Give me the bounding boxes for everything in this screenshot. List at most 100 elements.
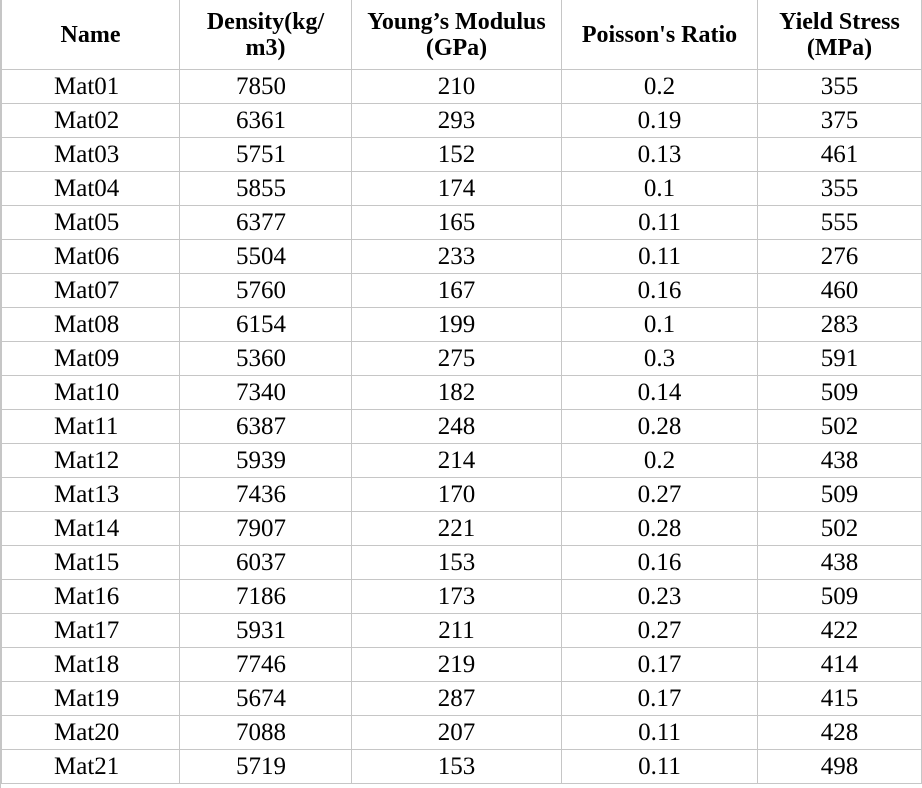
cell-poisson-ratio[interactable]: 0.14 <box>561 375 758 410</box>
cell-young-modulus[interactable]: 210 <box>351 69 562 104</box>
cell-yield-stress[interactable]: 428 <box>757 715 922 750</box>
cell-density[interactable]: 7907 <box>179 511 352 546</box>
cell-yield-stress[interactable]: 555 <box>757 205 922 240</box>
cell-young-modulus[interactable]: 275 <box>351 341 562 376</box>
cell-density[interactable]: 7186 <box>179 579 352 614</box>
cell-poisson-ratio[interactable]: 0.16 <box>561 545 758 580</box>
cell-name[interactable]: Mat10 <box>1 375 180 410</box>
cell-yield-stress[interactable]: 355 <box>757 69 922 104</box>
cell-density[interactable]: 5855 <box>179 171 352 206</box>
cell-yield-stress[interactable]: 498 <box>757 749 922 784</box>
cell-yield-stress[interactable]: 375 <box>757 103 922 138</box>
cell-density[interactable]: 7746 <box>179 647 352 682</box>
header-cell-name[interactable]: Name <box>1 0 180 70</box>
cell-name[interactable]: Mat17 <box>1 613 180 648</box>
cell-poisson-ratio[interactable]: 0.27 <box>561 613 758 648</box>
cell-young-modulus[interactable]: 199 <box>351 307 562 342</box>
cell-name[interactable]: Mat05 <box>1 205 180 240</box>
cell-density[interactable]: 7436 <box>179 477 352 512</box>
cell-name[interactable]: Mat20 <box>1 715 180 750</box>
cell-poisson-ratio[interactable]: 0.11 <box>561 205 758 240</box>
cell-name[interactable]: Mat18 <box>1 647 180 682</box>
cell-yield-stress[interactable]: 509 <box>757 579 922 614</box>
cell-density[interactable]: 7850 <box>179 69 352 104</box>
cell-name[interactable]: Mat13 <box>1 477 180 512</box>
cell-poisson-ratio[interactable]: 0.13 <box>561 137 758 172</box>
cell-density[interactable]: 6361 <box>179 103 352 138</box>
cell-density[interactable]: 7088 <box>179 715 352 750</box>
cell-young-modulus[interactable]: 182 <box>351 375 562 410</box>
cell-yield-stress[interactable]: 283 <box>757 307 922 342</box>
cell-yield-stress[interactable]: 509 <box>757 477 922 512</box>
cell-density[interactable]: 6037 <box>179 545 352 580</box>
cell-young-modulus[interactable]: 211 <box>351 613 562 648</box>
cell-young-modulus[interactable]: 233 <box>351 239 562 274</box>
cell-yield-stress[interactable]: 438 <box>757 545 922 580</box>
cell-poisson-ratio[interactable]: 0.16 <box>561 273 758 308</box>
cell-young-modulus[interactable]: 153 <box>351 749 562 784</box>
cell-young-modulus[interactable]: 152 <box>351 137 562 172</box>
cell-yield-stress[interactable]: 415 <box>757 681 922 716</box>
cell-young-modulus[interactable]: 207 <box>351 715 562 750</box>
cell-name[interactable]: Mat15 <box>1 545 180 580</box>
cell-young-modulus[interactable]: 153 <box>351 545 562 580</box>
cell-poisson-ratio[interactable]: 0.28 <box>561 409 758 444</box>
cell-density[interactable]: 7340 <box>179 375 352 410</box>
cell-name[interactable]: Mat14 <box>1 511 180 546</box>
cell-poisson-ratio[interactable]: 0.19 <box>561 103 758 138</box>
cell-name[interactable]: Mat12 <box>1 443 180 478</box>
cell-poisson-ratio[interactable]: 0.2 <box>561 443 758 478</box>
cell-poisson-ratio[interactable]: 0.17 <box>561 647 758 682</box>
cell-yield-stress[interactable]: 276 <box>757 239 922 274</box>
cell-density[interactable]: 5751 <box>179 137 352 172</box>
header-cell-density[interactable]: Density(kg/m3) <box>179 0 352 70</box>
cell-poisson-ratio[interactable]: 0.27 <box>561 477 758 512</box>
cell-density[interactable]: 5504 <box>179 239 352 274</box>
cell-yield-stress[interactable]: 460 <box>757 273 922 308</box>
cell-yield-stress[interactable]: 502 <box>757 511 922 546</box>
cell-young-modulus[interactable]: 219 <box>351 647 562 682</box>
cell-name[interactable]: Mat21 <box>1 749 180 784</box>
cell-poisson-ratio[interactable]: 0.17 <box>561 681 758 716</box>
cell-density[interactable]: 5939 <box>179 443 352 478</box>
cell-yield-stress[interactable]: 438 <box>757 443 922 478</box>
header-cell-poisson[interactable]: Poisson's Ratio <box>561 0 758 70</box>
cell-poisson-ratio[interactable]: 0.2 <box>561 69 758 104</box>
cell-poisson-ratio[interactable]: 0.1 <box>561 307 758 342</box>
cell-young-modulus[interactable]: 248 <box>351 409 562 444</box>
cell-density[interactable]: 5760 <box>179 273 352 308</box>
cell-density[interactable]: 6387 <box>179 409 352 444</box>
cell-poisson-ratio[interactable]: 0.11 <box>561 749 758 784</box>
cell-young-modulus[interactable]: 214 <box>351 443 562 478</box>
cell-poisson-ratio[interactable]: 0.28 <box>561 511 758 546</box>
cell-young-modulus[interactable]: 165 <box>351 205 562 240</box>
cell-yield-stress[interactable]: 355 <box>757 171 922 206</box>
cell-poisson-ratio[interactable]: 0.1 <box>561 171 758 206</box>
cell-name[interactable]: Mat03 <box>1 137 180 172</box>
cell-young-modulus[interactable]: 221 <box>351 511 562 546</box>
cell-name[interactable]: Mat01 <box>1 69 180 104</box>
cell-name[interactable]: Mat07 <box>1 273 180 308</box>
cell-name[interactable]: Mat09 <box>1 341 180 376</box>
cell-name[interactable]: Mat11 <box>1 409 180 444</box>
cell-density[interactable]: 6377 <box>179 205 352 240</box>
cell-yield-stress[interactable]: 461 <box>757 137 922 172</box>
header-cell-yield[interactable]: Yield Stress (MPa) <box>757 0 922 70</box>
cell-young-modulus[interactable]: 167 <box>351 273 562 308</box>
cell-name[interactable]: Mat04 <box>1 171 180 206</box>
cell-poisson-ratio[interactable]: 0.11 <box>561 715 758 750</box>
cell-young-modulus[interactable]: 287 <box>351 681 562 716</box>
cell-density[interactable]: 5719 <box>179 749 352 784</box>
cell-poisson-ratio[interactable]: 0.3 <box>561 341 758 376</box>
cell-young-modulus[interactable]: 170 <box>351 477 562 512</box>
cell-yield-stress[interactable]: 422 <box>757 613 922 648</box>
cell-yield-stress[interactable]: 509 <box>757 375 922 410</box>
cell-name[interactable]: Mat06 <box>1 239 180 274</box>
cell-name[interactable]: Mat08 <box>1 307 180 342</box>
cell-poisson-ratio[interactable]: 0.23 <box>561 579 758 614</box>
cell-name[interactable]: Mat19 <box>1 681 180 716</box>
cell-poisson-ratio[interactable]: 0.11 <box>561 239 758 274</box>
header-cell-young[interactable]: Young’s Modulus (GPa) <box>351 0 562 70</box>
cell-young-modulus[interactable]: 174 <box>351 171 562 206</box>
cell-name[interactable]: Mat16 <box>1 579 180 614</box>
